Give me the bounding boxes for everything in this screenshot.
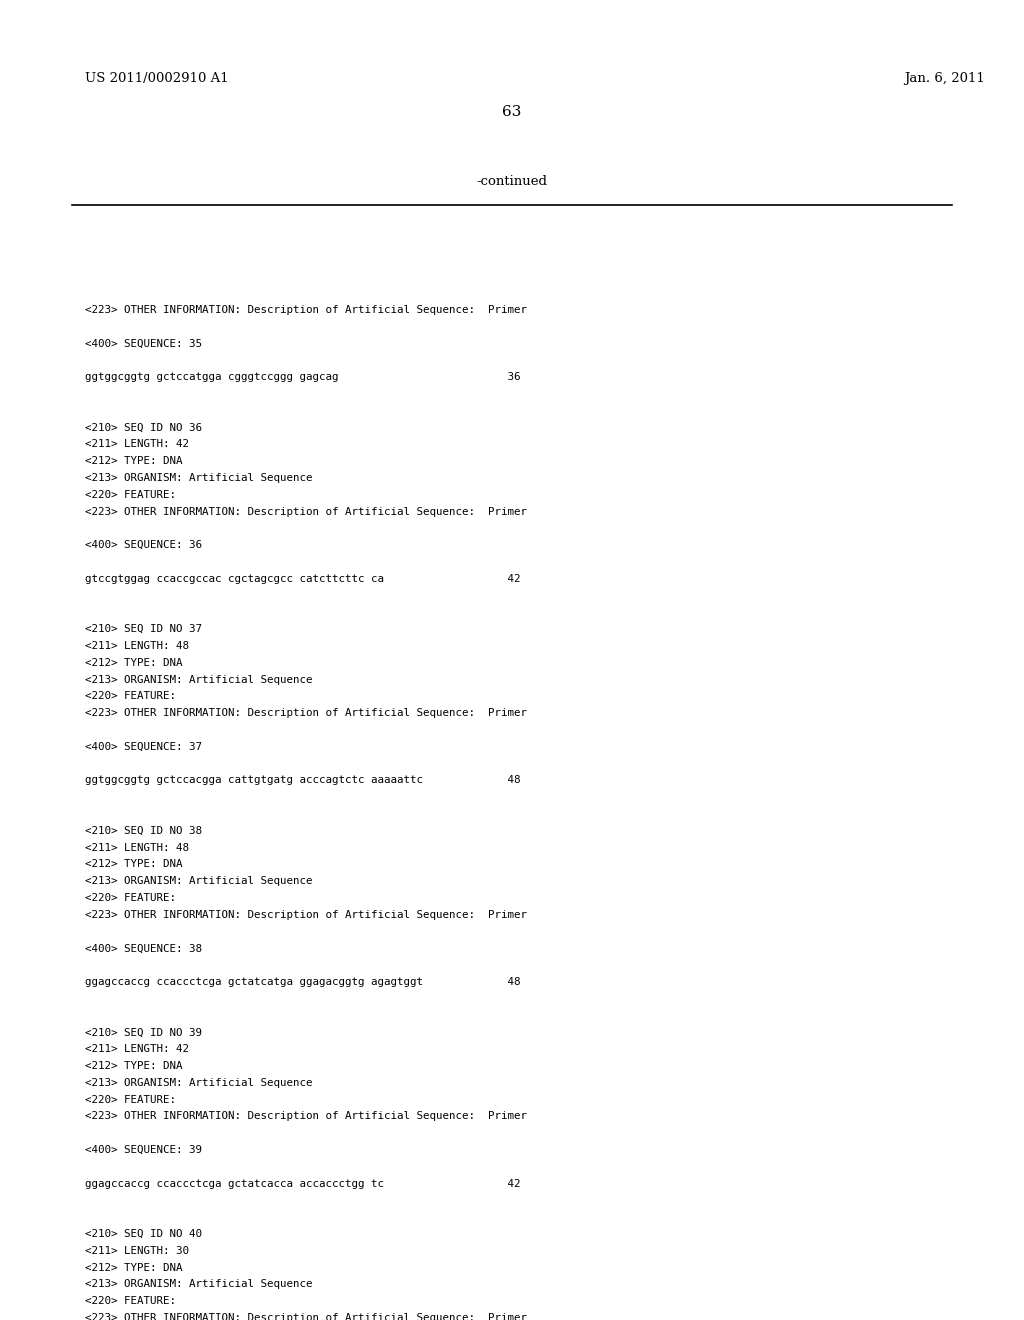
Text: <213> ORGANISM: Artificial Sequence: <213> ORGANISM: Artificial Sequence [85,473,312,483]
Text: <211> LENGTH: 48: <211> LENGTH: 48 [85,842,189,853]
Text: <220> FEATURE:: <220> FEATURE: [85,490,176,500]
Text: <212> TYPE: DNA: <212> TYPE: DNA [85,1263,182,1272]
Text: -continued: -continued [476,176,548,187]
Text: <212> TYPE: DNA: <212> TYPE: DNA [85,657,182,668]
Text: <210> SEQ ID NO 38: <210> SEQ ID NO 38 [85,826,202,836]
Text: <210> SEQ ID NO 40: <210> SEQ ID NO 40 [85,1229,202,1239]
Text: <211> LENGTH: 42: <211> LENGTH: 42 [85,1044,189,1055]
Text: <223> OTHER INFORMATION: Description of Artificial Sequence:  Primer: <223> OTHER INFORMATION: Description of … [85,909,527,920]
Text: <210> SEQ ID NO 37: <210> SEQ ID NO 37 [85,624,202,634]
Text: <212> TYPE: DNA: <212> TYPE: DNA [85,859,182,870]
Text: <220> FEATURE:: <220> FEATURE: [85,692,176,701]
Text: <400> SEQUENCE: 35: <400> SEQUENCE: 35 [85,339,202,348]
Text: <210> SEQ ID NO 36: <210> SEQ ID NO 36 [85,422,202,433]
Text: <210> SEQ ID NO 39: <210> SEQ ID NO 39 [85,1027,202,1038]
Text: <400> SEQUENCE: 37: <400> SEQUENCE: 37 [85,742,202,752]
Text: <220> FEATURE:: <220> FEATURE: [85,1296,176,1307]
Text: <223> OTHER INFORMATION: Description of Artificial Sequence:  Primer: <223> OTHER INFORMATION: Description of … [85,507,527,516]
Text: <223> OTHER INFORMATION: Description of Artificial Sequence:  Primer: <223> OTHER INFORMATION: Description of … [85,1313,527,1320]
Text: ggagccaccg ccaccctcga gctatcatga ggagacggtg agagtggt             48: ggagccaccg ccaccctcga gctatcatga ggagacg… [85,977,520,987]
Text: gtccgtggag ccaccgccac cgctagcgcc catcttcttc ca                   42: gtccgtggag ccaccgccac cgctagcgcc catcttc… [85,574,520,583]
Text: US 2011/0002910 A1: US 2011/0002910 A1 [85,73,228,84]
Text: <400> SEQUENCE: 36: <400> SEQUENCE: 36 [85,540,202,550]
Text: ggagccaccg ccaccctcga gctatcacca accaccctgg tc                   42: ggagccaccg ccaccctcga gctatcacca accaccc… [85,1179,520,1188]
Text: <211> LENGTH: 42: <211> LENGTH: 42 [85,440,189,449]
Text: ggtggcggtg gctccacgga cattgtgatg acccagtctc aaaaattc             48: ggtggcggtg gctccacgga cattgtgatg acccagt… [85,775,520,785]
Text: <211> LENGTH: 48: <211> LENGTH: 48 [85,642,189,651]
Text: <212> TYPE: DNA: <212> TYPE: DNA [85,457,182,466]
Text: <223> OTHER INFORMATION: Description of Artificial Sequence:  Primer: <223> OTHER INFORMATION: Description of … [85,709,527,718]
Text: <220> FEATURE:: <220> FEATURE: [85,1094,176,1105]
Text: <213> ORGANISM: Artificial Sequence: <213> ORGANISM: Artificial Sequence [85,1078,312,1088]
Text: Jan. 6, 2011: Jan. 6, 2011 [904,73,985,84]
Text: <211> LENGTH: 30: <211> LENGTH: 30 [85,1246,189,1255]
Text: <220> FEATURE:: <220> FEATURE: [85,894,176,903]
Text: <212> TYPE: DNA: <212> TYPE: DNA [85,1061,182,1071]
Text: <400> SEQUENCE: 39: <400> SEQUENCE: 39 [85,1144,202,1155]
Text: <223> OTHER INFORMATION: Description of Artificial Sequence:  Primer: <223> OTHER INFORMATION: Description of … [85,1111,527,1122]
Text: <400> SEQUENCE: 38: <400> SEQUENCE: 38 [85,944,202,953]
Text: <213> ORGANISM: Artificial Sequence: <213> ORGANISM: Artificial Sequence [85,876,312,886]
Text: <223> OTHER INFORMATION: Description of Artificial Sequence:  Primer: <223> OTHER INFORMATION: Description of … [85,305,527,315]
Text: <213> ORGANISM: Artificial Sequence: <213> ORGANISM: Artificial Sequence [85,675,312,685]
Text: <213> ORGANISM: Artificial Sequence: <213> ORGANISM: Artificial Sequence [85,1279,312,1290]
Text: 63: 63 [503,106,521,119]
Text: ggtggcggtg gctccatgga cgggtccggg gagcag                          36: ggtggcggtg gctccatgga cgggtccggg gagcag … [85,372,520,383]
